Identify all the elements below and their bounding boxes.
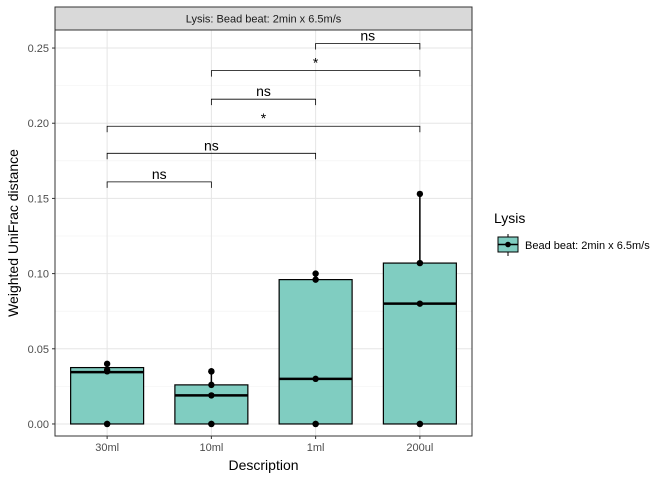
- comparison-label: ns: [256, 83, 271, 99]
- y-tick-label: 0.00: [28, 419, 49, 431]
- data-point: [312, 375, 319, 383]
- comparison-bracket: [315, 43, 421, 50]
- legend-entry-label: Bead beat: 2min x 6.5m/s: [525, 240, 650, 252]
- comparison-1ml-200ul: ns: [315, 28, 421, 50]
- data-point: [416, 420, 424, 428]
- comparison-30ml-1ml: ns: [106, 137, 317, 160]
- comparison-label: ns: [152, 166, 167, 182]
- comparison-10ml-200ul: *: [210, 55, 421, 77]
- box-body: [382, 262, 457, 425]
- comparison-30ml-10ml: ns: [106, 166, 212, 188]
- y-axis: 0.00 0.05 0.10 0.15 0.20 0.25: [28, 43, 55, 431]
- box-layer: [70, 193, 457, 425]
- data-point: [312, 276, 319, 283]
- box-1ml: [278, 273, 353, 425]
- data-point: [103, 360, 111, 368]
- data-point: [416, 259, 424, 267]
- data-point: [416, 300, 424, 307]
- y-tick-label: 0.25: [28, 43, 49, 55]
- y-axis-title: Weighted UniFrac distance: [5, 149, 21, 317]
- data-point: [208, 368, 215, 375]
- legend-key: [497, 234, 519, 256]
- comparison-bracket: [106, 125, 421, 133]
- data-point: [312, 270, 319, 277]
- data-point: [208, 392, 215, 399]
- comparison-bracket: [210, 98, 317, 106]
- x-tick-label: 1ml: [307, 442, 325, 454]
- data-point: [312, 420, 319, 428]
- data-point: [103, 366, 111, 374]
- comparison-10ml-1ml: ns: [210, 83, 317, 106]
- data-point: [416, 190, 424, 198]
- box-200ul: [382, 193, 457, 425]
- x-tick-label: 30ml: [95, 442, 119, 454]
- y-tick-label: 0.20: [28, 118, 49, 130]
- plot-panel: ns ns * ns * ns: [55, 28, 472, 436]
- x-axis: 30ml 10ml 1ml 200ul: [95, 436, 433, 454]
- box-body: [174, 384, 249, 425]
- comparison-label: *: [261, 110, 267, 126]
- x-tick-label: 200ul: [406, 442, 433, 454]
- panel-border: [54, 29, 473, 437]
- legend: Lysis Bead beat: 2min x 6.5m/s: [494, 210, 650, 256]
- x-tick-label: 10ml: [199, 442, 223, 454]
- legend-key-point: [505, 241, 511, 248]
- data-point: [208, 420, 215, 428]
- comparison-bracket: [106, 181, 212, 188]
- comparison-bracket: [106, 152, 317, 160]
- box-body: [278, 279, 353, 425]
- y-tick-label: 0.05: [28, 344, 49, 356]
- data-point: [208, 381, 215, 389]
- y-tick-label: 0.10: [28, 269, 49, 281]
- x-axis-title: Description: [228, 457, 298, 473]
- comparison-30ml-200ul: *: [106, 110, 421, 133]
- comparison-label: ns: [360, 28, 375, 44]
- y-tick-label: 0.15: [28, 193, 49, 205]
- facet-strip-label: Lysis: Bead beat: 2min x 6.5m/s: [186, 14, 342, 26]
- legend-title: Lysis: [494, 210, 525, 226]
- significance-layer: ns ns * ns * ns: [106, 28, 421, 188]
- comparison-bracket: [210, 70, 421, 77]
- data-point: [103, 420, 111, 428]
- comparison-label: *: [313, 55, 319, 71]
- box-body: [70, 366, 145, 425]
- comparison-label: ns: [204, 137, 219, 153]
- point-layer: [103, 190, 424, 428]
